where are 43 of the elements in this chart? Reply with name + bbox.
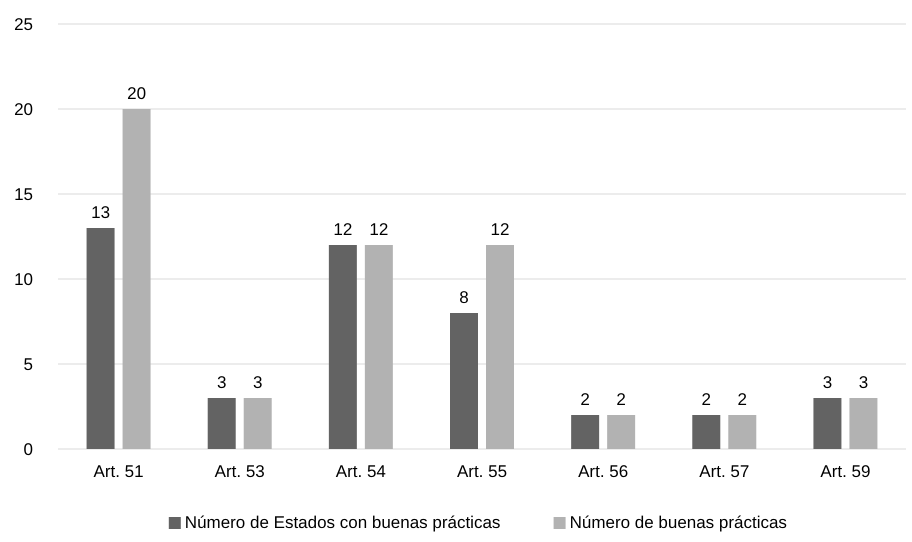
data-label: 8 bbox=[459, 288, 469, 307]
bar bbox=[450, 313, 478, 449]
data-label: 3 bbox=[858, 373, 868, 392]
bar bbox=[692, 415, 720, 449]
legend-label: Número de Estados con buenas prácticas bbox=[184, 513, 500, 532]
x-tick-label: Art. 56 bbox=[578, 462, 628, 481]
y-tick-label: 0 bbox=[24, 440, 33, 459]
bar bbox=[244, 398, 272, 449]
bar bbox=[728, 415, 756, 449]
bar bbox=[571, 415, 600, 449]
bar bbox=[813, 398, 842, 449]
x-tick-label: Art. 51 bbox=[94, 462, 144, 481]
data-label: 13 bbox=[91, 203, 110, 222]
bar bbox=[208, 398, 236, 449]
data-label: 12 bbox=[369, 220, 388, 239]
bar bbox=[607, 415, 636, 449]
data-label: 20 bbox=[127, 84, 146, 103]
data-label: 2 bbox=[580, 390, 590, 409]
y-tick-label: 10 bbox=[14, 270, 33, 289]
legend-label: Número de buenas prácticas bbox=[570, 513, 787, 532]
x-tick-label: Art. 55 bbox=[456, 462, 508, 481]
y-tick-label: 15 bbox=[14, 184, 33, 204]
data-label: 2 bbox=[738, 390, 748, 409]
y-tick-label: 25 bbox=[14, 14, 33, 34]
data-label: 2 bbox=[616, 390, 626, 409]
y-tick-label: 5 bbox=[24, 354, 33, 374]
data-label: 2 bbox=[702, 390, 712, 409]
x-tick-label: Art. 53 bbox=[214, 462, 265, 481]
data-label: 3 bbox=[252, 373, 262, 392]
bar bbox=[328, 245, 357, 449]
y-tick-label: 20 bbox=[14, 100, 33, 119]
bar bbox=[122, 109, 151, 449]
bar bbox=[486, 245, 514, 449]
x-tick-label: Art. 57 bbox=[699, 462, 750, 481]
data-label: 12 bbox=[490, 220, 510, 239]
bar bbox=[364, 245, 393, 449]
x-tick-label: Art. 59 bbox=[820, 462, 870, 481]
data-label: 12 bbox=[333, 220, 352, 239]
bar bbox=[849, 398, 878, 449]
x-tick-label: Art. 54 bbox=[336, 462, 386, 481]
data-label: 3 bbox=[822, 373, 832, 392]
data-label: 3 bbox=[216, 373, 226, 392]
bar bbox=[86, 228, 115, 449]
